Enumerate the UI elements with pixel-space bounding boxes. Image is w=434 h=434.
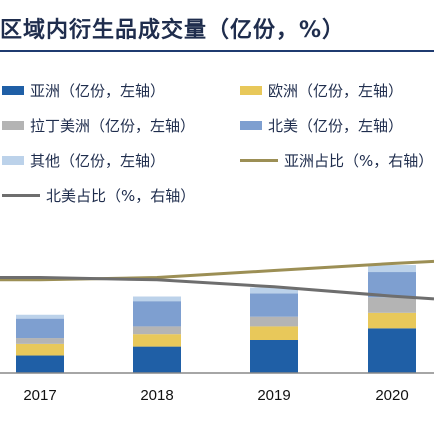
legend-line	[2, 194, 40, 197]
chart-legend: 亚洲（亿份，左轴） 欧洲（亿份，左轴） 拉丁美洲（亿份，左轴） 北美（亿份，左轴…	[2, 80, 433, 206]
bar-segment	[368, 312, 416, 329]
bar-segment	[133, 346, 181, 373]
x-tick-label: 2019	[257, 387, 290, 404]
x-tick-label: 2018	[140, 387, 173, 404]
bar-segment	[250, 339, 298, 373]
legend-label: 其他（亿份，左轴）	[30, 152, 166, 170]
bar-segment	[368, 328, 416, 373]
legend-item-north-america-share: 北美占比（%，右轴）	[2, 185, 195, 206]
legend-swatch	[2, 156, 24, 165]
legend-swatch	[240, 86, 262, 95]
bar-segment	[368, 297, 416, 313]
bar-segment	[250, 293, 298, 317]
bar-segment	[133, 301, 181, 327]
bar-segment	[16, 338, 64, 344]
legend-label: 欧洲（亿份，左轴）	[268, 82, 404, 100]
bar-segment	[133, 334, 181, 347]
legend-label: 北美（亿份，左轴）	[268, 117, 404, 135]
legend-swatch	[2, 121, 24, 130]
legend-label: 北美占比（%，右轴）	[46, 187, 196, 205]
legend-label: 亚洲（亿份，左轴）	[30, 82, 166, 100]
legend-item-asia-share: 亚洲占比（%，右轴）	[240, 150, 433, 171]
series-line	[0, 259, 434, 282]
legend-label: 拉丁美洲（亿份，左轴）	[30, 117, 196, 135]
bar-segment	[133, 296, 181, 302]
legend-swatch	[2, 86, 24, 95]
title-divider	[0, 50, 434, 52]
bar-segment	[250, 326, 298, 340]
bar-segment	[16, 318, 64, 339]
legend-line	[240, 159, 278, 162]
legend-label: 亚洲占比（%，右轴）	[284, 152, 434, 170]
legend-item-north-america: 北美（亿份，左轴）	[240, 115, 403, 136]
chart-title: 区域内衍生品成交量（亿份，%）	[0, 18, 346, 43]
bar-segment	[16, 355, 64, 373]
x-tick-label: 2017	[23, 387, 56, 404]
legend-item-europe: 欧洲（亿份，左轴）	[240, 80, 403, 101]
series-line	[0, 276, 434, 301]
legend-swatch	[240, 121, 262, 130]
bar-segment	[368, 272, 416, 298]
legend-item-latam: 拉丁美洲（亿份，左轴）	[2, 115, 195, 136]
legend-item-asia: 亚洲（亿份，左轴）	[2, 80, 165, 101]
bar-segment	[368, 265, 416, 273]
bar-segment	[16, 343, 64, 356]
bar-segment	[250, 316, 298, 327]
bar-segment	[250, 287, 298, 294]
bar-segment	[16, 314, 64, 319]
x-tick-label: 2020	[375, 387, 408, 404]
bar-segment	[133, 326, 181, 335]
legend-item-other: 其他（亿份，左轴）	[2, 150, 165, 171]
